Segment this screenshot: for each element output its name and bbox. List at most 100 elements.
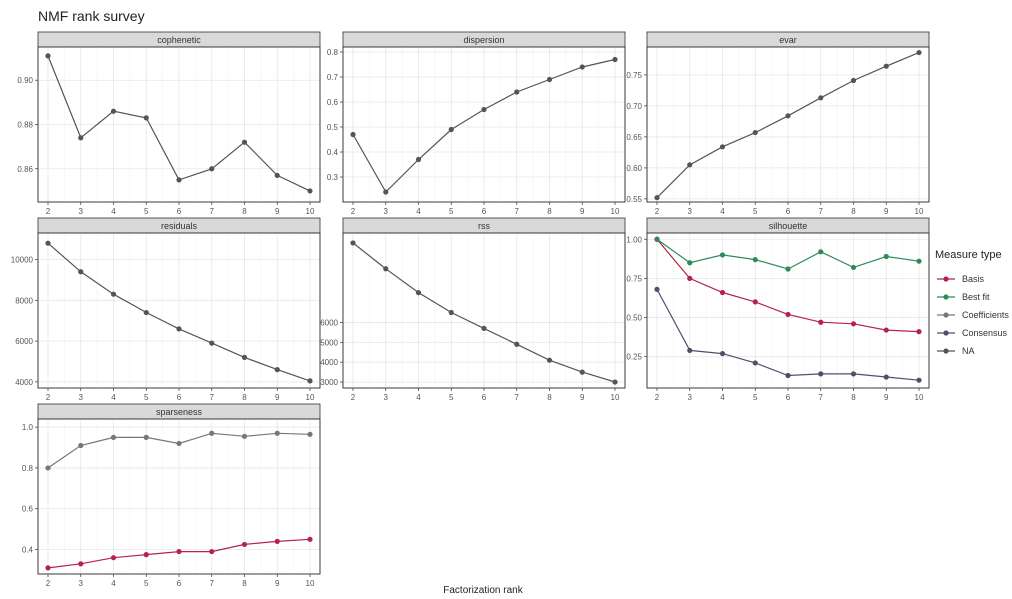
x-tick-label: 5 — [144, 579, 149, 588]
panel-residuals: residuals 2 3 4 5 6 7 8 9 10 4000 6000 8000 10000 — [11, 217, 321, 402]
data-point — [850, 321, 857, 327]
x-tick-label: 9 — [275, 393, 280, 402]
data-point — [481, 325, 487, 331]
x-tick-label: 9 — [580, 393, 585, 402]
data-point — [110, 291, 117, 297]
data-point — [350, 240, 356, 246]
y-tick-label: 0.60 — [626, 164, 642, 173]
y-tick-label: 10000 — [11, 256, 34, 265]
plot-border — [37, 46, 321, 203]
x-tick-label: 4 — [111, 393, 116, 402]
data-point — [514, 341, 520, 347]
plot-border — [342, 46, 626, 203]
x-tick-label: 3 — [79, 579, 84, 588]
data-point — [654, 195, 660, 201]
data-point — [752, 257, 758, 263]
legend-label: Consensus — [962, 328, 1008, 338]
y-tick-label: 1.00 — [626, 235, 642, 244]
y-tick-label: 1.0 — [22, 423, 34, 432]
data-point — [916, 329, 922, 335]
chart-title: NMF rank survey — [38, 8, 145, 24]
data-point — [176, 177, 182, 183]
strip-label: evar — [779, 35, 797, 45]
data-point — [785, 372, 791, 379]
data-point — [612, 379, 618, 385]
x-tick-label: 8 — [242, 393, 247, 402]
legend-swatch — [943, 348, 949, 354]
data-point — [719, 289, 726, 296]
data-point — [883, 374, 889, 380]
y-tick-label: 0.4 — [327, 148, 339, 157]
data-point — [687, 275, 693, 282]
x-tick-label: 5 — [753, 207, 758, 216]
y-tick-label: 0.55 — [626, 195, 642, 204]
x-tick-label: 5 — [144, 393, 149, 402]
x-tick-label: 2 — [46, 207, 51, 216]
legend-swatch — [943, 330, 949, 336]
data-point — [350, 131, 356, 138]
data-point — [307, 431, 313, 437]
data-point — [143, 115, 149, 121]
y-tick-label: 0.8 — [327, 48, 339, 57]
x-axis-label: Factorization rank — [443, 585, 523, 596]
data-point — [241, 139, 248, 145]
y-tick-label: 0.7 — [327, 73, 339, 82]
data-point — [45, 565, 51, 571]
y-tick-label: 6000 — [320, 318, 338, 327]
x-tick-label: 3 — [688, 393, 693, 402]
x-tick-label: 3 — [688, 207, 693, 216]
panel-dispersion: dispersion 2 3 4 5 6 7 8 9 10 0.3 0.4 0.5 0.6 0.7 0.8 — [327, 31, 626, 216]
data-point — [448, 126, 454, 133]
x-tick-label: 10 — [306, 393, 315, 402]
x-tick-label: 10 — [306, 579, 315, 588]
data-point — [176, 440, 182, 447]
data-point — [415, 290, 422, 296]
data-point — [654, 236, 660, 242]
x-tick-label: 2 — [351, 393, 356, 402]
data-point — [383, 266, 389, 272]
data-point — [687, 260, 693, 266]
legend-swatch — [943, 276, 949, 282]
y-tick-label: 0.5 — [327, 123, 339, 132]
data-point — [654, 286, 660, 292]
data-point — [45, 53, 51, 59]
data-point — [209, 548, 215, 555]
y-tick-label: 0.90 — [17, 76, 33, 85]
data-point — [546, 76, 553, 83]
data-point — [143, 309, 149, 316]
data-point — [448, 309, 454, 316]
x-tick-label: 8 — [547, 207, 552, 216]
data-point — [818, 371, 824, 377]
y-tick-label: 0.65 — [626, 133, 642, 142]
data-point — [785, 113, 791, 119]
data-point — [78, 135, 84, 141]
data-point — [752, 129, 758, 136]
x-tick-label: 10 — [306, 207, 315, 216]
data-point — [481, 106, 487, 113]
x-tick-label: 5 — [449, 393, 454, 402]
data-point — [719, 350, 726, 357]
data-point — [546, 357, 553, 363]
y-tick-label: 0.75 — [626, 274, 642, 283]
data-point — [78, 442, 84, 449]
x-tick-label: 2 — [655, 393, 660, 402]
x-tick-label: 9 — [884, 393, 889, 402]
x-tick-label: 6 — [786, 207, 791, 216]
x-tick-label: 2 — [46, 393, 51, 402]
data-point — [916, 49, 922, 56]
data-point — [110, 434, 117, 440]
x-tick-label: 6 — [177, 579, 182, 588]
x-tick-label: 8 — [851, 393, 856, 402]
plot-border — [646, 232, 930, 389]
data-point — [176, 326, 182, 332]
data-point — [110, 555, 117, 561]
y-tick-label: 0.25 — [626, 353, 642, 362]
data-point — [883, 63, 889, 69]
y-tick-label: 0.75 — [626, 71, 642, 80]
y-tick-label: 3000 — [320, 378, 338, 387]
x-tick-label: 4 — [416, 207, 421, 216]
data-point — [687, 162, 693, 168]
data-point — [383, 189, 389, 195]
panel-sparseness: sparseness 2 3 4 5 6 7 8 9 10 0.4 0.6 0.8 1.0 — [22, 403, 321, 588]
